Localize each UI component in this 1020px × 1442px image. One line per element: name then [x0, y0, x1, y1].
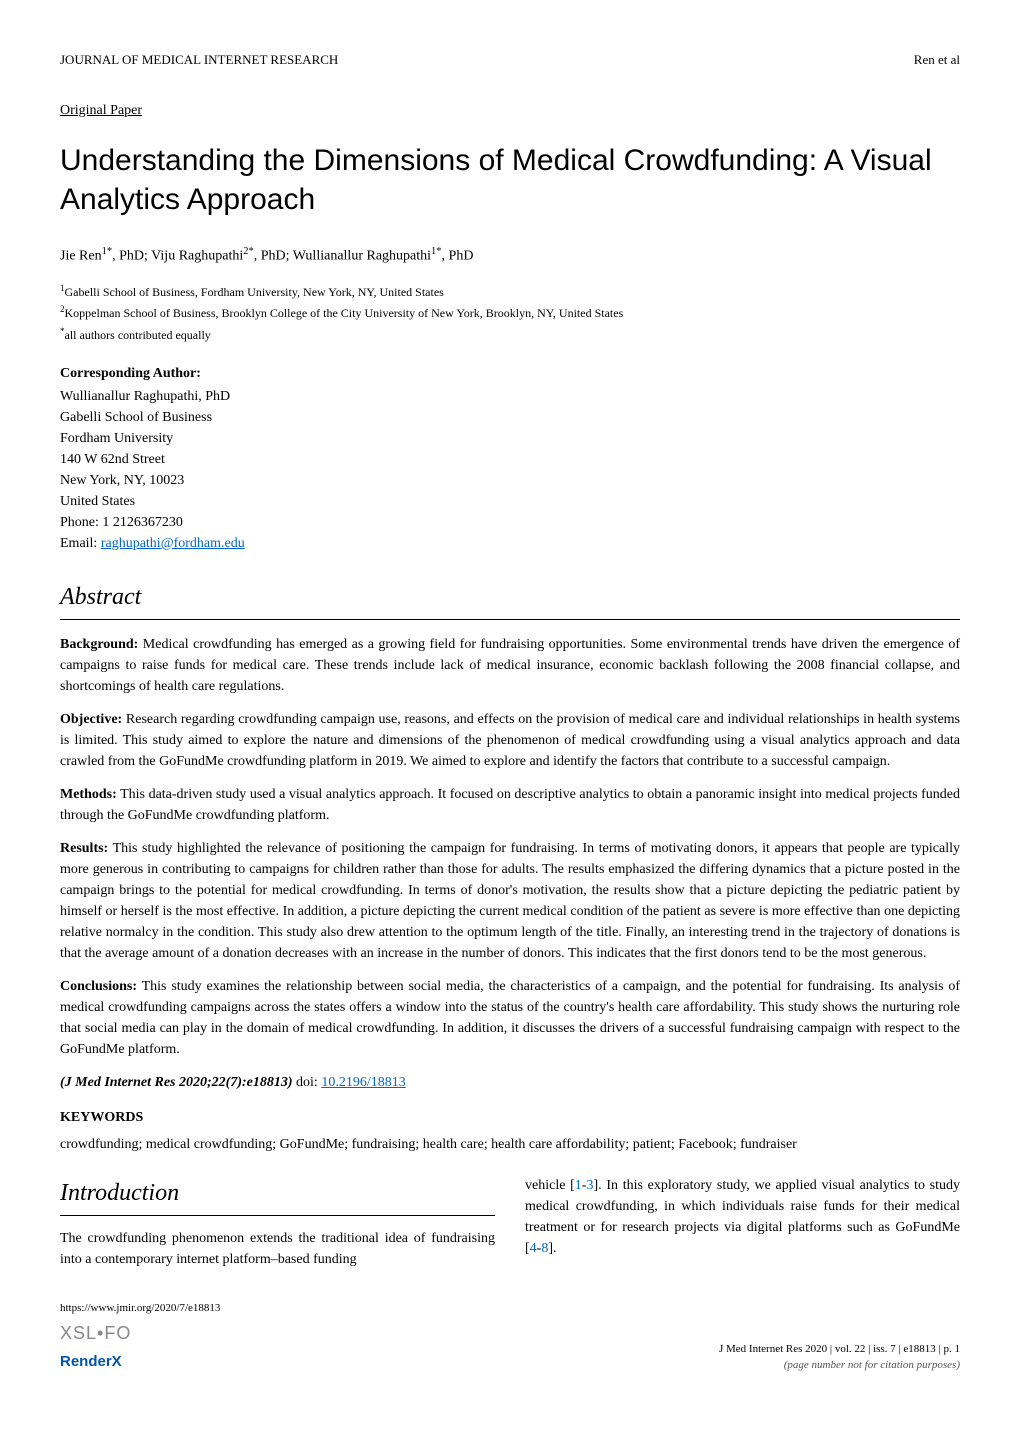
conclusions-label: Conclusions:	[60, 979, 137, 994]
footer-pageinfo: (page number not for citation purposes)	[719, 1357, 960, 1374]
footer-left: https://www.jmir.org/2020/7/e18813 XSL•F…	[60, 1300, 220, 1374]
affiliation-1: 1Gabelli School of Business, Fordham Uni…	[60, 281, 960, 302]
introduction-heading: Introduction	[60, 1175, 495, 1216]
objective-label: Objective:	[60, 712, 122, 727]
results-text: This study highlighted the relevance of …	[60, 841, 960, 961]
introduction-row: Introduction The crowdfunding phenomenon…	[60, 1175, 960, 1270]
footer-url: https://www.jmir.org/2020/7/e18813	[60, 1300, 220, 1317]
paper-title: Understanding the Dimensions of Medical …	[60, 141, 960, 219]
citation-text: (J Med Internet Res 2020;22(7):e18813)	[60, 1075, 293, 1090]
objective-text: Research regarding crowdfunding campaign…	[60, 712, 960, 769]
author-1: Jie Ren	[60, 248, 102, 263]
citation-line: (J Med Internet Res 2020;22(7):e18813) d…	[60, 1072, 960, 1093]
methods-text: This data-driven study used a visual ana…	[60, 787, 960, 823]
intro-col-left: Introduction The crowdfunding phenomenon…	[60, 1175, 495, 1270]
keywords-label: KEYWORDS	[60, 1107, 960, 1128]
doi-label: doi:	[293, 1075, 322, 1090]
intro-text-left: The crowdfunding phenomenon extends the …	[60, 1228, 495, 1270]
corresponding-block: Wullianallur Raghupathi, PhD Gabelli Sch…	[60, 386, 960, 554]
ref-link-4[interactable]: 4	[530, 1241, 537, 1256]
author-1-suffix: , PhD; Viju Raghupathi	[112, 248, 243, 263]
corr-email-label: Email:	[60, 536, 101, 551]
corr-email-row: Email: raghupathi@fordham.edu	[60, 533, 960, 554]
intro-text-right: vehicle [1-3]. In this exploratory study…	[525, 1175, 960, 1259]
footer-right: J Med Internet Res 2020 | vol. 22 | iss.…	[719, 1341, 960, 1374]
authors-line: Jie Ren1*, PhD; Viju Raghupathi2*, PhD; …	[60, 244, 960, 267]
renderx-logo: RenderX	[60, 1351, 220, 1374]
affiliations: 1Gabelli School of Business, Fordham Uni…	[60, 281, 960, 345]
corr-name: Wullianallur Raghupathi, PhD	[60, 386, 960, 407]
author-1-sup: 1*	[102, 246, 113, 257]
authors-short: Ren et al	[914, 50, 960, 70]
abstract-methods: Methods: This data-driven study used a v…	[60, 784, 960, 826]
intro-col-right: vehicle [1-3]. In this exploratory study…	[525, 1175, 960, 1270]
results-label: Results:	[60, 841, 108, 856]
page-footer: https://www.jmir.org/2020/7/e18813 XSL•F…	[60, 1300, 960, 1374]
doi-link[interactable]: 10.2196/18813	[321, 1075, 405, 1090]
footer-logo-block: XSL•FO	[60, 1320, 220, 1347]
affiliation-note: *all authors contributed equally	[60, 324, 960, 345]
corr-line3: 140 W 62nd Street	[60, 449, 960, 470]
xsl-fo-logo: XSL•FO	[60, 1320, 131, 1347]
background-label: Background:	[60, 637, 138, 652]
corr-line4: New York, NY, 10023	[60, 470, 960, 491]
methods-label: Methods:	[60, 787, 117, 802]
ref-link-1[interactable]: 1	[575, 1178, 582, 1193]
corresponding-label: Corresponding Author:	[60, 363, 960, 384]
journal-name: JOURNAL OF MEDICAL INTERNET RESEARCH	[60, 50, 338, 70]
footer-citation: J Med Internet Res 2020 | vol. 22 | iss.…	[719, 1341, 960, 1358]
abstract-objective: Objective: Research regarding crowdfundi…	[60, 709, 960, 772]
abstract-heading: Abstract	[60, 579, 960, 620]
abstract-results: Results: This study highlighted the rele…	[60, 838, 960, 964]
author-2-sup: 2*	[243, 246, 254, 257]
corr-email-link[interactable]: raghupathi@fordham.edu	[101, 536, 245, 551]
affiliation-2: 2Koppelman School of Business, Brooklyn …	[60, 302, 960, 323]
background-text: Medical crowdfunding has emerged as a gr…	[60, 637, 960, 694]
abstract-background: Background: Medical crowdfunding has eme…	[60, 634, 960, 697]
corr-line2: Fordham University	[60, 428, 960, 449]
keywords-text: crowdfunding; medical crowdfunding; GoFu…	[60, 1134, 960, 1155]
corr-phone: Phone: 1 2126367230	[60, 512, 960, 533]
corr-line5: United States	[60, 491, 960, 512]
abstract-conclusions: Conclusions: This study examines the rel…	[60, 976, 960, 1060]
section-label: Original Paper	[60, 100, 960, 121]
author-3-suffix: , PhD	[442, 248, 474, 263]
author-3-sup: 1*	[431, 246, 442, 257]
author-2-suffix: , PhD; Wullianallur Raghupathi	[254, 248, 431, 263]
page-header: JOURNAL OF MEDICAL INTERNET RESEARCH Ren…	[60, 50, 960, 70]
corr-line1: Gabelli School of Business	[60, 407, 960, 428]
conclusions-text: This study examines the relationship bet…	[60, 979, 960, 1057]
